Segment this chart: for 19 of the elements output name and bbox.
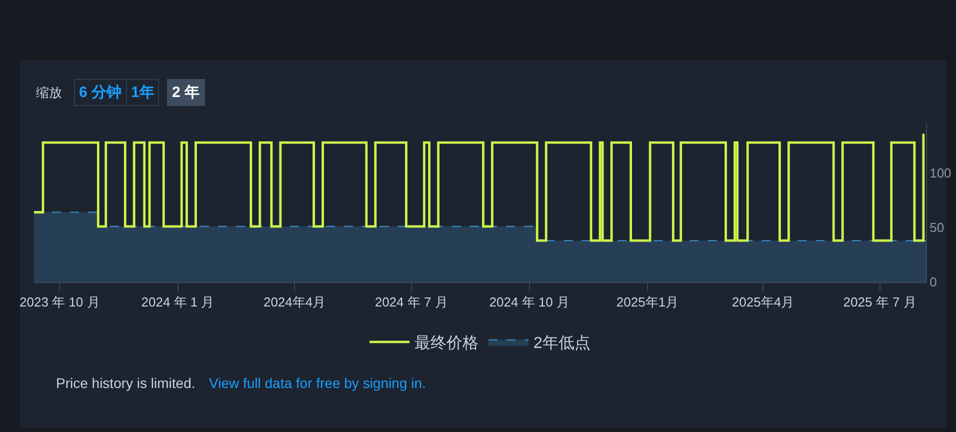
x-tick-label: 2025 年 7 月	[843, 294, 916, 310]
text: 2 年	[172, 84, 200, 101]
x-tick-label: 2024 年 7 月	[374, 294, 448, 310]
x-tick-label: 2025年1月	[616, 294, 679, 310]
x-tick-label: 2024 年 10 月	[489, 294, 570, 310]
y-tick-label: 50	[930, 220, 944, 236]
y-tick-label: 100	[930, 166, 952, 181]
x-tick-label: 2023 年 10 月	[20, 294, 100, 310]
legend-label: 2年低点	[534, 334, 590, 352]
text: 缩放	[36, 85, 62, 100]
x-tick-label: 2024年4月	[263, 294, 326, 310]
text: 1年	[131, 84, 154, 101]
x-tick-label: 2025年4月	[732, 294, 794, 310]
legend-label: 最终价格	[414, 335, 478, 352]
y-tick-label: 0	[930, 274, 937, 290]
text: 6 分钟	[79, 84, 122, 101]
text: View full data for free by signing in.	[209, 375, 426, 391]
x-tick-label: 2024 年 1 月	[141, 294, 214, 310]
text: Price history is limited.	[56, 375, 196, 391]
